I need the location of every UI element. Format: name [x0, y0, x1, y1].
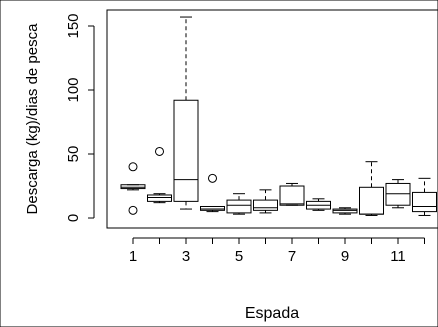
x-tick-label: 9 — [341, 248, 349, 265]
box — [120, 184, 146, 190]
x-tick-label: 5 — [235, 248, 243, 265]
x-tick-label: 7 — [288, 248, 296, 265]
box — [173, 99, 199, 202]
box — [279, 185, 305, 206]
y-tick-label: 100 — [65, 77, 82, 102]
box — [412, 191, 437, 213]
y-tick-label: 150 — [65, 13, 82, 38]
box — [385, 182, 411, 206]
x-tick-label: 1 — [129, 248, 137, 265]
outlier — [128, 162, 138, 172]
outlier — [155, 146, 164, 156]
box — [253, 199, 278, 211]
y-axis-label: Descarga (kg)/dias de pesca — [24, 23, 41, 215]
outlier — [128, 205, 138, 215]
y-tick-label: 0 — [65, 214, 82, 222]
box — [147, 194, 172, 202]
x-tick-label: 3 — [182, 248, 190, 265]
plot-frame — [106, 9, 438, 229]
box — [226, 199, 252, 214]
x-tick-label: 11 — [390, 248, 406, 265]
box — [332, 208, 358, 214]
box — [359, 186, 384, 215]
box — [200, 205, 225, 211]
outlier — [208, 173, 217, 183]
y-tick-label: 50 — [65, 146, 82, 163]
x-axis-label: Espada — [245, 305, 299, 322]
